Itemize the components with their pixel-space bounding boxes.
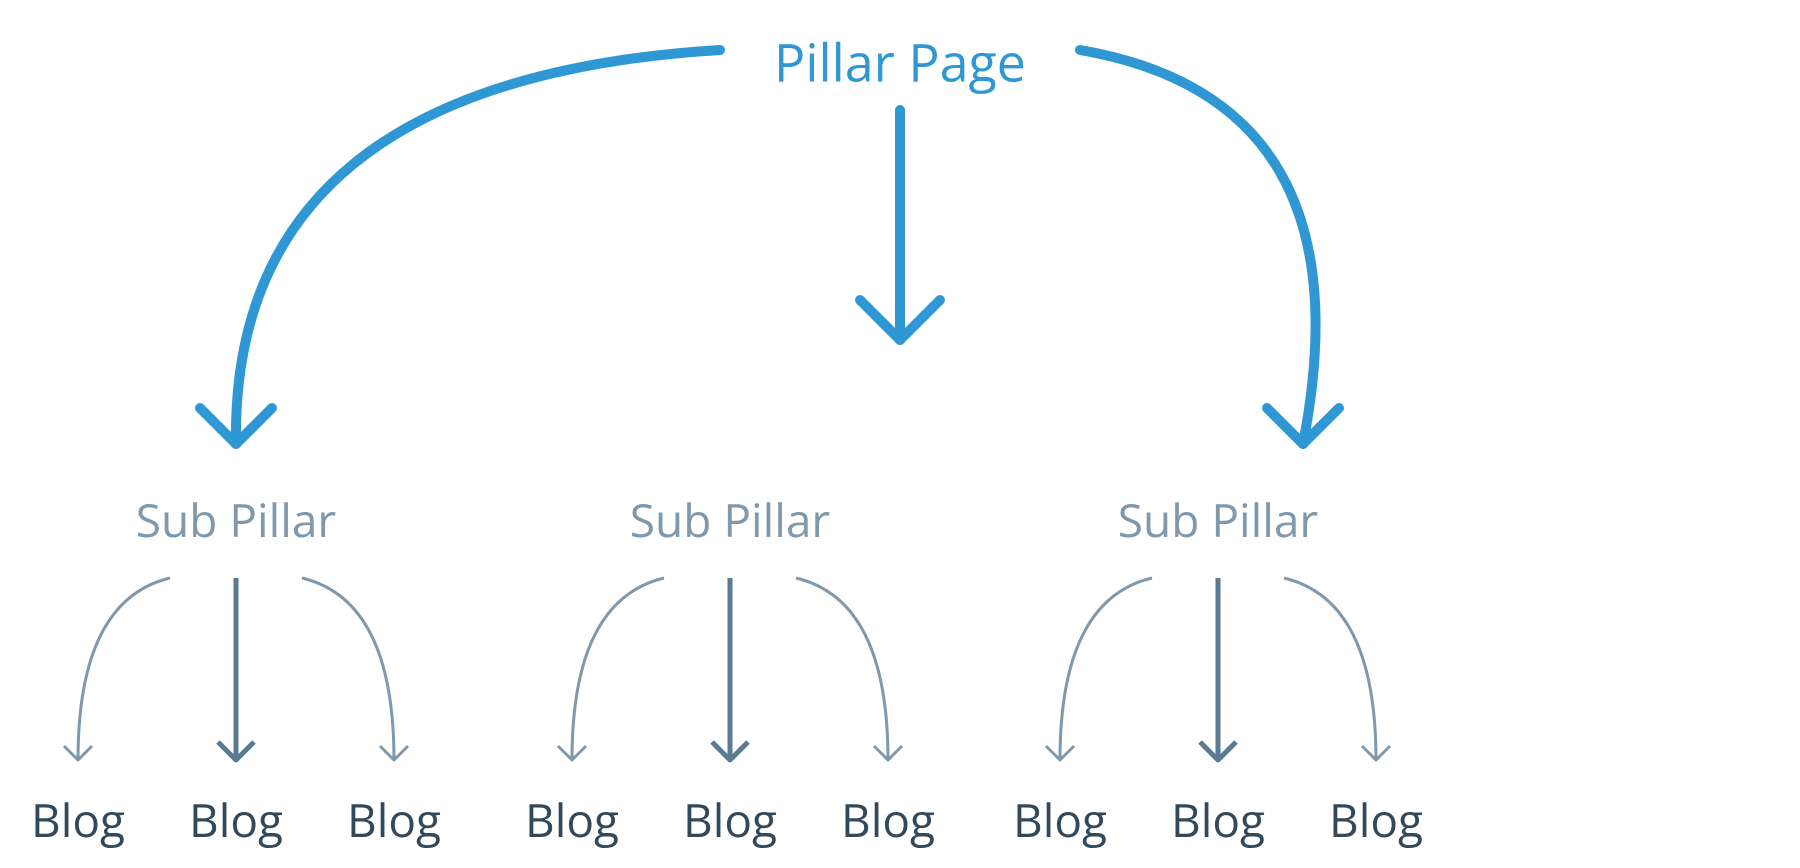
edge-root-sub1 xyxy=(236,50,720,444)
node-root: Pillar Page xyxy=(774,27,1026,98)
edge-sub2-b21 xyxy=(572,578,664,760)
node-b31: Blog xyxy=(1013,789,1107,851)
node-b11: Blog xyxy=(31,789,125,851)
node-b23: Blog xyxy=(841,789,935,851)
edge-sub3-b33 xyxy=(1284,578,1376,760)
node-b32: Blog xyxy=(1171,789,1265,851)
node-b22: Blog xyxy=(683,789,777,851)
edge-sub2-b23 xyxy=(796,578,888,760)
node-b21: Blog xyxy=(525,789,619,851)
edge-sub1-b11 xyxy=(78,578,170,760)
edge-sub1-b13 xyxy=(302,578,394,760)
node-sub1: Sub Pillar xyxy=(136,489,336,551)
node-b12: Blog xyxy=(189,789,283,851)
node-sub3: Sub Pillar xyxy=(1118,489,1318,551)
node-sub2: Sub Pillar xyxy=(630,489,830,551)
node-b33: Blog xyxy=(1329,789,1423,851)
node-b13: Blog xyxy=(347,789,441,851)
diagram-edges xyxy=(0,0,1800,868)
edge-root-sub3 xyxy=(1080,50,1316,444)
edge-sub3-b31 xyxy=(1060,578,1152,760)
